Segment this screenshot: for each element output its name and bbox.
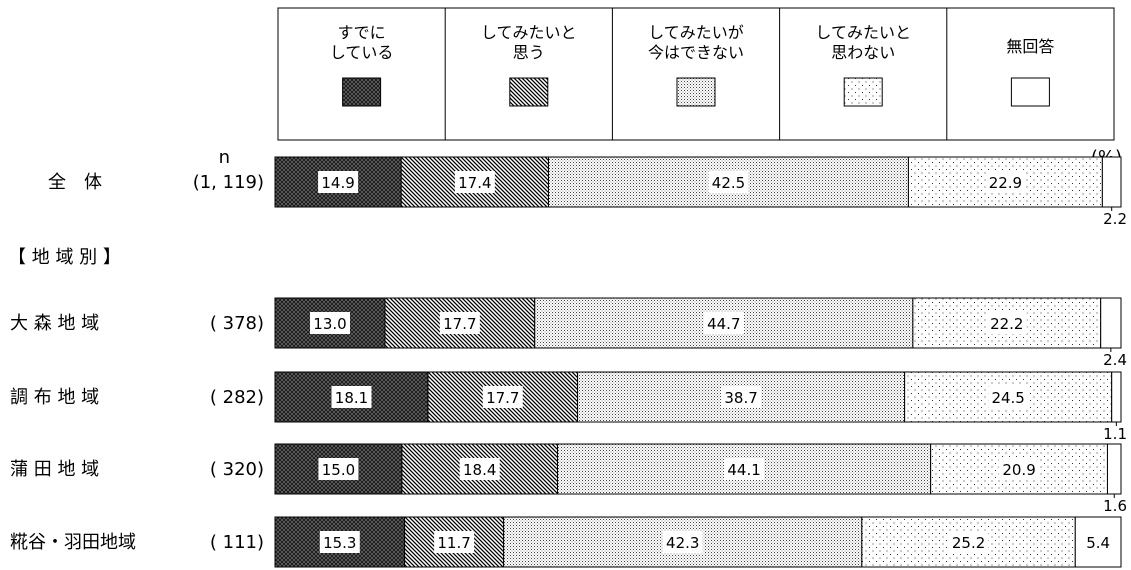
data-label-bg: [999, 458, 1040, 480]
legend-label: すでに: [338, 23, 386, 42]
data-label: 18.1: [335, 389, 368, 407]
data-label-bg: [309, 312, 350, 334]
row-label: 全 体: [48, 172, 102, 193]
row-n: ( 282): [210, 387, 264, 408]
data-label: 22.2: [990, 315, 1023, 333]
data-label-bg: [439, 312, 480, 334]
data-label-bg: [708, 171, 749, 193]
row-label: 大 森 地 域: [10, 313, 99, 334]
row-n: ( 320): [210, 459, 264, 480]
data-label-bg: [434, 531, 475, 553]
data-label-bg: [724, 458, 765, 480]
legend-swatch: [676, 77, 716, 107]
data-label: 24.5: [991, 389, 1024, 407]
legend-frame: [277, 7, 1115, 141]
data-label-bg: [318, 458, 359, 480]
data-label-bg: [988, 386, 1029, 408]
data-label: 17.7: [443, 315, 476, 333]
data-label-bg: [721, 386, 762, 408]
data-label: 14.9: [321, 174, 354, 192]
data-label-bg: [948, 531, 989, 553]
bar-segment: [1111, 371, 1122, 423]
legend-label: してみたいが: [648, 23, 744, 42]
data-label: 2.4: [1103, 351, 1127, 369]
bar-segment: [427, 371, 579, 423]
row-n: ( 111): [210, 532, 264, 553]
legend-swatch: [1010, 77, 1050, 107]
legend-label: 無回答: [1006, 37, 1054, 56]
legend-swatch: [342, 77, 382, 107]
row-n: (1, 119): [193, 172, 264, 193]
data-label-bg: [703, 312, 744, 334]
legend-label: 今はできない: [648, 43, 744, 62]
legend-label: 思う: [513, 43, 545, 62]
legend-swatch: [509, 77, 549, 107]
data-label-bg: [454, 171, 495, 193]
data-label: 17.4: [458, 174, 491, 192]
data-label-bg: [482, 386, 523, 408]
data-label: 38.7: [724, 389, 757, 407]
data-label: 20.9: [1002, 461, 1035, 479]
data-label: 1.6: [1103, 497, 1127, 515]
legend-label: してみたいと: [481, 23, 577, 42]
row-label: 調 布 地 域: [10, 387, 99, 408]
bar-segment: [1106, 443, 1122, 495]
data-label-bg: [986, 312, 1027, 334]
data-label: 44.1: [727, 461, 760, 479]
bar-segment: [1101, 156, 1122, 208]
data-label: 13.0: [313, 315, 346, 333]
bars: 全 体 (1, 119) 14.9 17.4 42.5 22.9 2.2 大 森 地 域 ( 3…: [10, 156, 1127, 568]
data-label: 5.4: [1086, 534, 1110, 552]
legend-label: している: [330, 43, 394, 62]
data-label-bg: [331, 386, 372, 408]
section-label: 【 地 域 別 】: [8, 247, 121, 268]
data-label-bg: [1082, 531, 1114, 553]
data-label: 42.5: [712, 174, 745, 192]
data-label: 42.3: [666, 534, 699, 552]
data-label: 15.0: [322, 461, 355, 479]
data-label-bg: [459, 458, 500, 480]
data-label: 15.3: [323, 534, 356, 552]
data-label-bg: [318, 171, 359, 193]
n-header: n: [219, 147, 230, 168]
data-label-bg: [985, 171, 1026, 193]
data-label: 1.1: [1103, 425, 1127, 443]
row-n: ( 378): [210, 313, 264, 334]
bar-segment: [1100, 297, 1122, 349]
data-label: 17.7: [486, 389, 519, 407]
bar-segment: [401, 443, 559, 495]
data-label: 11.7: [437, 534, 470, 552]
legend-swatch: [843, 77, 883, 107]
data-label: 25.2: [952, 534, 985, 552]
row-label: 蒲 田 地 域: [10, 459, 99, 480]
legend-label: してみたいと: [815, 23, 911, 42]
data-label-bg: [662, 531, 703, 553]
data-label: 2.2: [1103, 210, 1127, 228]
data-label: 22.9: [989, 174, 1022, 192]
data-label: 18.4: [463, 461, 496, 479]
data-label: 44.7: [707, 315, 740, 333]
data-label-bg: [319, 531, 360, 553]
row-label: 糀谷・羽田地域: [10, 532, 136, 553]
legend-label: 思わない: [831, 43, 895, 62]
